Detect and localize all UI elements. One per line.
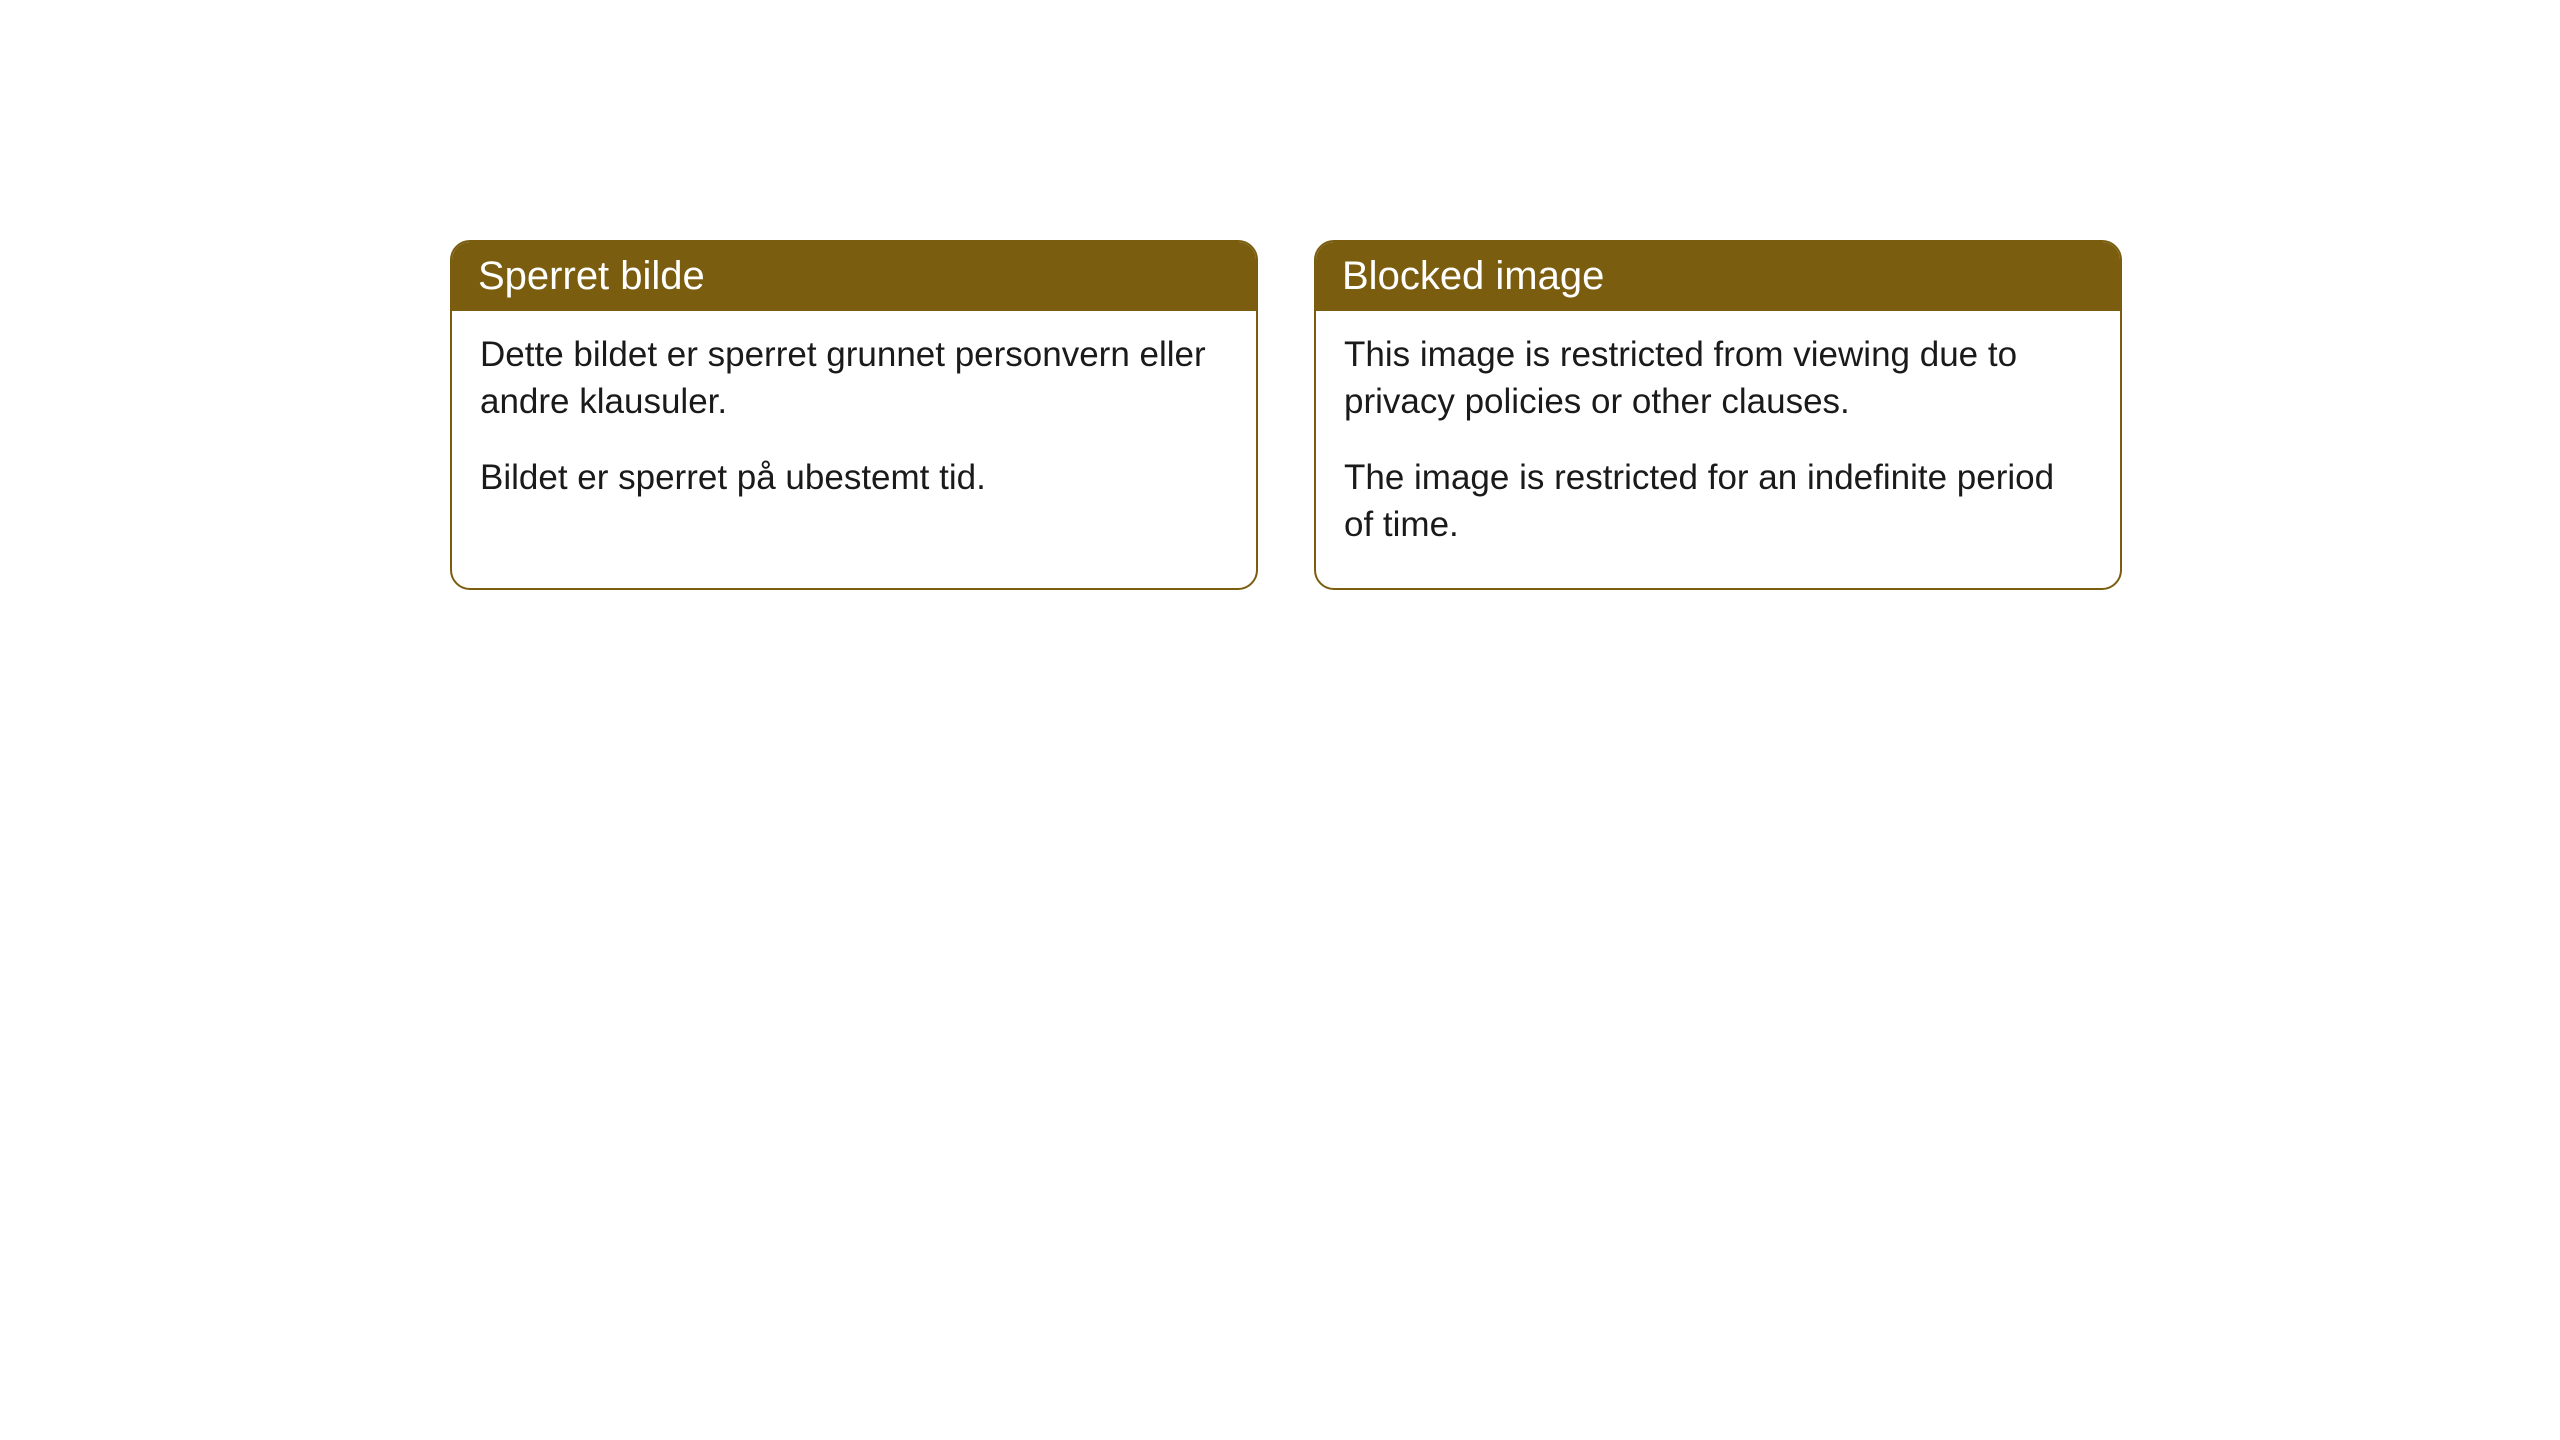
cards-container: Sperret bilde Dette bildet er sperret gr… bbox=[450, 240, 2122, 590]
card-title-en: Blocked image bbox=[1342, 254, 1604, 298]
card-paragraph-en-2: The image is restricted for an indefinit… bbox=[1344, 454, 2092, 549]
blocked-image-card-en: Blocked image This image is restricted f… bbox=[1314, 240, 2122, 590]
card-header-en: Blocked image bbox=[1316, 242, 2120, 311]
card-paragraph-no-2: Bildet er sperret på ubestemt tid. bbox=[480, 454, 1228, 501]
card-paragraph-no-1: Dette bildet er sperret grunnet personve… bbox=[480, 331, 1228, 426]
blocked-image-card-no: Sperret bilde Dette bildet er sperret gr… bbox=[450, 240, 1258, 590]
card-body-en: This image is restricted from viewing du… bbox=[1316, 311, 2120, 588]
card-title-no: Sperret bilde bbox=[478, 254, 705, 298]
card-header-no: Sperret bilde bbox=[452, 242, 1256, 311]
card-body-no: Dette bildet er sperret grunnet personve… bbox=[452, 311, 1256, 541]
card-paragraph-en-1: This image is restricted from viewing du… bbox=[1344, 331, 2092, 426]
